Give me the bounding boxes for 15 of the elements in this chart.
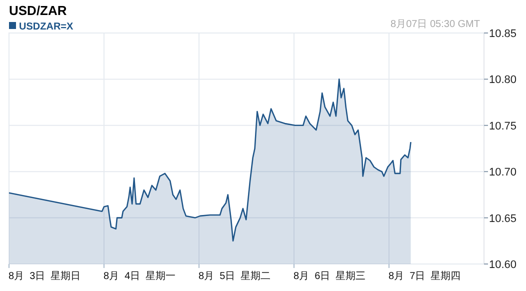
legend: USDZAR=X <box>9 22 74 32</box>
x-tick-label: 8月 7日 星期四 <box>388 270 461 282</box>
x-tick-label: 8月 6日 星期三 <box>294 270 366 282</box>
y-tick-label: 10.75 <box>489 120 517 132</box>
chart-subtitle: 8月07日 05:30 GMT <box>390 19 480 30</box>
y-tick-label: 10.80 <box>489 74 517 86</box>
legend-label: USDZAR=X <box>19 22 74 32</box>
x-tick-label: 8月 5日 星期二 <box>198 270 271 282</box>
y-tick-label: 10.70 <box>489 166 517 179</box>
y-tick-label: 10.65 <box>489 212 517 225</box>
y-tick-label: 10.85 <box>489 28 517 40</box>
x-tick-label: 8月 3日 星期日 <box>8 270 81 282</box>
y-tick-label: 10.60 <box>489 259 517 271</box>
x-tick-label: 8月 4日 星期一 <box>104 270 176 282</box>
chart-title: USD/ZAR <box>9 3 68 18</box>
